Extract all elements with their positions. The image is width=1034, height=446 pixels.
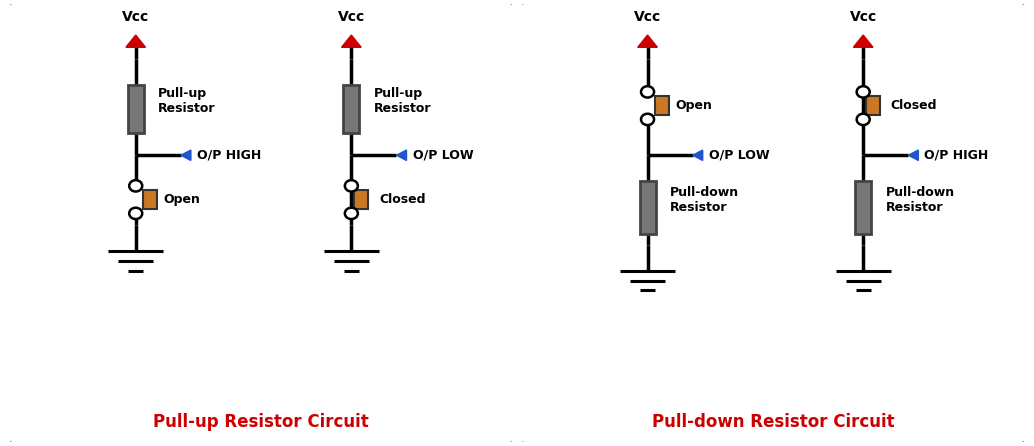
Polygon shape	[396, 150, 406, 161]
Text: Pull-down Resistor Circuit: Pull-down Resistor Circuit	[651, 413, 894, 431]
Text: Pull-up
Resistor: Pull-up Resistor	[158, 87, 216, 116]
Text: Vcc: Vcc	[122, 10, 149, 24]
Text: Pull-up Resistor Circuit: Pull-up Resistor Circuit	[153, 413, 369, 431]
Bar	[343, 85, 360, 133]
Polygon shape	[908, 150, 918, 161]
Circle shape	[856, 86, 870, 98]
Text: O/P LOW: O/P LOW	[708, 149, 769, 162]
Polygon shape	[341, 35, 361, 47]
Bar	[639, 182, 656, 234]
Polygon shape	[638, 35, 658, 47]
Circle shape	[641, 114, 655, 125]
Text: Vcc: Vcc	[338, 10, 365, 24]
Text: Closed: Closed	[890, 99, 937, 112]
Polygon shape	[853, 35, 873, 47]
Text: O/P LOW: O/P LOW	[413, 149, 474, 162]
Text: Pull-down
Resistor: Pull-down Resistor	[670, 186, 739, 214]
Text: Open: Open	[163, 193, 201, 206]
Polygon shape	[126, 35, 146, 47]
Bar	[127, 85, 144, 133]
Text: Pull-down
Resistor: Pull-down Resistor	[886, 186, 954, 214]
Polygon shape	[693, 150, 703, 161]
Bar	[354, 190, 368, 210]
FancyBboxPatch shape	[520, 2, 1026, 444]
Text: Pull-up
Resistor: Pull-up Resistor	[374, 87, 431, 116]
Text: Vcc: Vcc	[850, 10, 877, 24]
Bar	[656, 96, 669, 116]
Circle shape	[129, 208, 143, 219]
Circle shape	[344, 208, 358, 219]
Polygon shape	[181, 150, 191, 161]
Text: Closed: Closed	[378, 193, 425, 206]
Bar	[865, 96, 880, 116]
Text: O/P HIGH: O/P HIGH	[196, 149, 262, 162]
Circle shape	[641, 86, 655, 98]
Bar	[855, 182, 872, 234]
Text: Vcc: Vcc	[634, 10, 661, 24]
Text: Open: Open	[675, 99, 712, 112]
Text: O/P HIGH: O/P HIGH	[924, 149, 989, 162]
Circle shape	[129, 180, 143, 191]
FancyBboxPatch shape	[8, 2, 514, 444]
Circle shape	[344, 180, 358, 191]
Bar	[144, 190, 157, 210]
Circle shape	[856, 114, 870, 125]
